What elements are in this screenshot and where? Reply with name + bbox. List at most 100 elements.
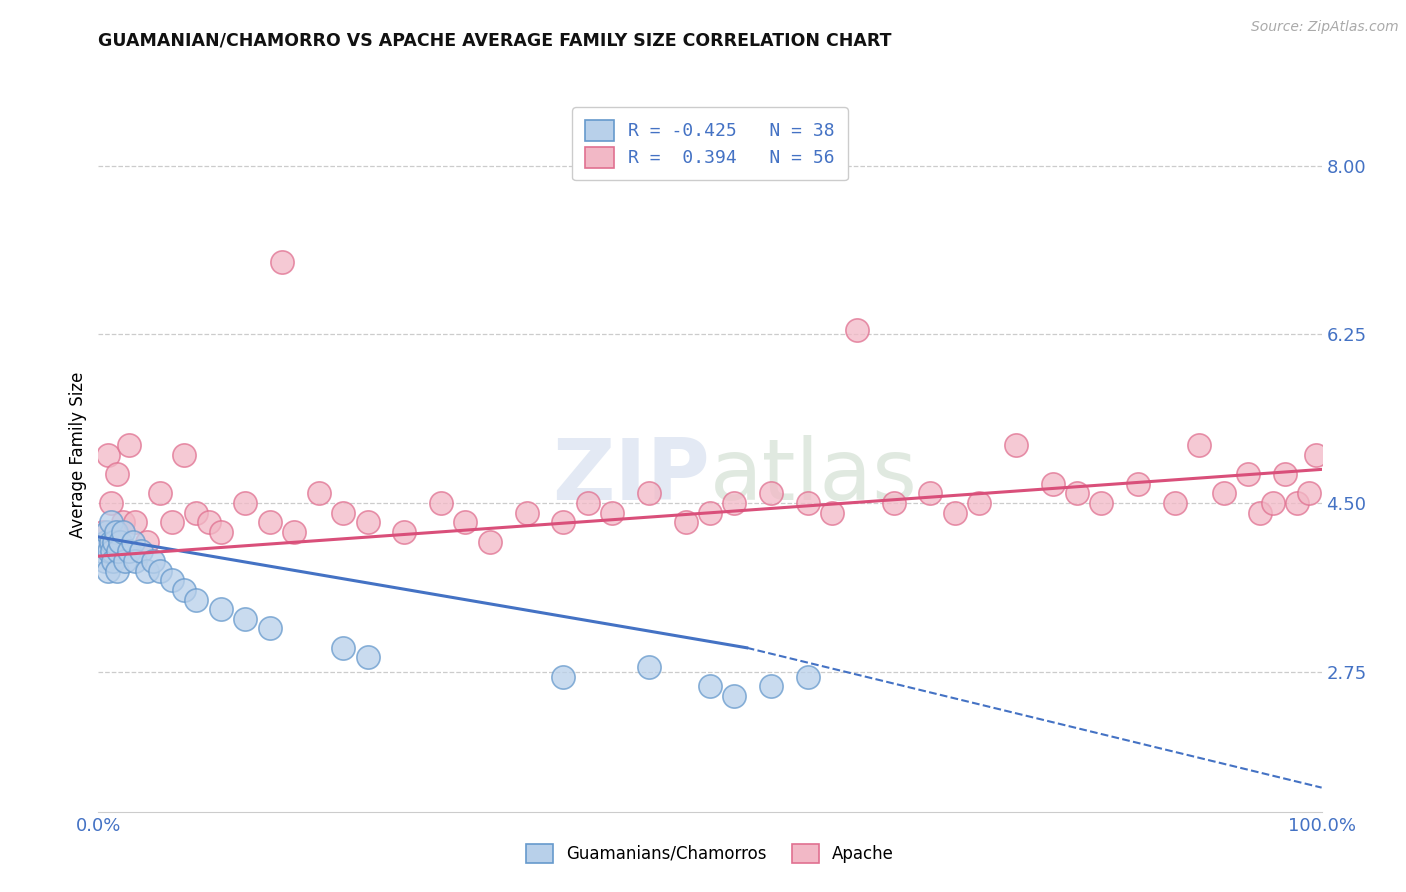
- Point: [1250, 506, 1272, 520]
- Point: [186, 506, 208, 520]
- Point: [308, 486, 330, 500]
- Point: [283, 524, 305, 539]
- Point: [1261, 496, 1284, 510]
- Point: [1237, 467, 1260, 482]
- Point: [129, 544, 152, 558]
- Point: [186, 592, 208, 607]
- Point: [883, 496, 905, 510]
- Point: [723, 496, 745, 510]
- Point: [638, 486, 661, 500]
- Point: [149, 564, 172, 578]
- Point: [101, 544, 124, 558]
- Point: [233, 612, 256, 626]
- Point: [332, 640, 354, 655]
- Point: [392, 524, 416, 539]
- Point: [105, 467, 128, 482]
- Text: atlas: atlas: [710, 434, 918, 518]
- Point: [553, 516, 575, 530]
- Point: [259, 622, 281, 636]
- Point: [121, 534, 143, 549]
- Point: [553, 670, 575, 684]
- Point: [173, 448, 195, 462]
- Point: [454, 516, 477, 530]
- Point: [103, 534, 125, 549]
- Point: [1090, 496, 1112, 510]
- Point: [356, 650, 378, 665]
- Point: [91, 524, 114, 539]
- Point: [638, 660, 661, 674]
- Point: [699, 679, 721, 693]
- Point: [576, 496, 599, 510]
- Point: [478, 534, 501, 549]
- Text: ZIP: ZIP: [553, 434, 710, 518]
- Point: [233, 496, 256, 510]
- Point: [100, 534, 122, 549]
- Point: [209, 602, 232, 616]
- Point: [97, 448, 120, 462]
- Point: [1188, 438, 1211, 452]
- Point: [100, 496, 122, 510]
- Point: [259, 516, 281, 530]
- Point: [821, 506, 844, 520]
- Point: [797, 670, 820, 684]
- Point: [845, 322, 868, 336]
- Point: [96, 524, 118, 539]
- Point: [124, 516, 146, 530]
- Point: [105, 564, 128, 578]
- Point: [761, 486, 783, 500]
- Point: [430, 496, 453, 510]
- Point: [1298, 486, 1320, 500]
- Point: [1004, 438, 1026, 452]
- Point: [1274, 467, 1296, 482]
- Point: [118, 438, 141, 452]
- Point: [1066, 486, 1088, 500]
- Point: [197, 516, 219, 530]
- Point: [101, 554, 124, 568]
- Point: [967, 496, 990, 510]
- Point: [124, 554, 146, 568]
- Point: [797, 496, 820, 510]
- Point: [675, 516, 697, 530]
- Point: [94, 534, 117, 549]
- Point: [209, 524, 232, 539]
- Point: [332, 506, 354, 520]
- Point: [98, 544, 121, 558]
- Point: [104, 524, 127, 539]
- Point: [160, 516, 183, 530]
- Point: [943, 506, 966, 520]
- Point: [93, 554, 115, 568]
- Point: [149, 486, 172, 500]
- Point: [107, 544, 129, 558]
- Point: [118, 544, 141, 558]
- Point: [111, 516, 134, 530]
- Point: [920, 486, 942, 500]
- Point: [600, 506, 623, 520]
- Point: [270, 255, 294, 269]
- Point: [136, 534, 159, 549]
- Y-axis label: Average Family Size: Average Family Size: [69, 372, 87, 538]
- Text: Source: ZipAtlas.com: Source: ZipAtlas.com: [1251, 20, 1399, 34]
- Point: [111, 524, 134, 539]
- Point: [723, 689, 745, 703]
- Point: [1286, 496, 1309, 510]
- Point: [761, 679, 783, 693]
- Legend: Guamanians/Chamorros, Apache: Guamanians/Chamorros, Apache: [515, 832, 905, 875]
- Point: [1164, 496, 1187, 510]
- Text: GUAMANIAN/CHAMORRO VS APACHE AVERAGE FAMILY SIZE CORRELATION CHART: GUAMANIAN/CHAMORRO VS APACHE AVERAGE FAM…: [98, 31, 891, 49]
- Point: [516, 506, 538, 520]
- Point: [142, 554, 165, 568]
- Point: [136, 564, 159, 578]
- Point: [699, 506, 721, 520]
- Point: [110, 534, 132, 549]
- Point: [356, 516, 378, 530]
- Point: [100, 516, 122, 530]
- Point: [1305, 448, 1327, 462]
- Point: [1212, 486, 1234, 500]
- Point: [173, 582, 195, 597]
- Point: [1128, 476, 1150, 491]
- Point: [91, 544, 114, 558]
- Point: [97, 564, 120, 578]
- Point: [160, 574, 183, 588]
- Point: [1042, 476, 1064, 491]
- Point: [114, 554, 136, 568]
